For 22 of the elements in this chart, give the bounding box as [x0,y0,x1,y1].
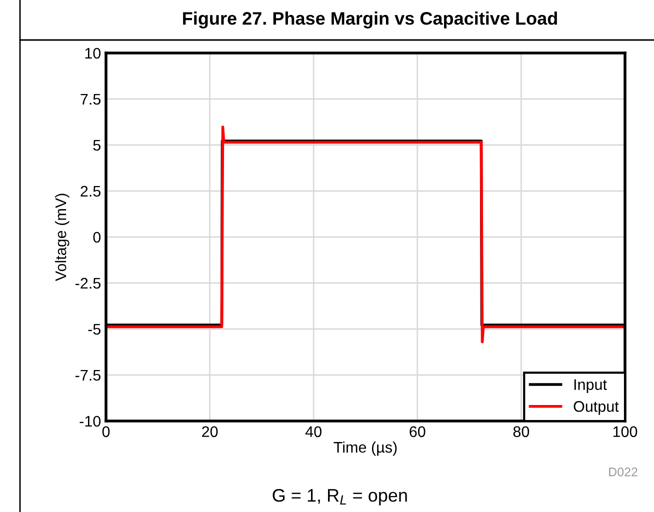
y-tick-label: -7.5 [75,370,100,381]
legend-label: Input [574,379,607,394]
y-tick-label: 5 [93,140,100,151]
y-axis-title: Voltage (mV) [55,194,70,282]
y-tick-label: 7.5 [80,94,100,105]
x-tick-label: 100 [613,426,638,438]
x-tick-label: 60 [410,426,426,438]
y-tick-label: -5 [88,324,100,335]
x-tick-label: 80 [513,426,530,438]
y-tick-label: 2.5 [80,186,100,197]
chart-title: Figure 27. Phase Margin vs Capacitive Load [183,12,557,28]
y-tick-label: -10 [80,416,101,427]
y-tick-label: 0 [93,232,101,243]
legend-label: Output [574,401,619,415]
text: G = 1, R$_{L}$ = open [272,488,407,506]
x-tick-label: 0 [102,426,110,438]
x-tick-label: 40 [305,426,322,438]
y-tick-label: -2.5 [75,278,100,289]
text: D022 [609,468,638,476]
x-axis-title: Time (µs) [334,441,397,456]
x-tick-label: 20 [202,426,218,438]
y-tick-label: 10 [85,48,101,59]
